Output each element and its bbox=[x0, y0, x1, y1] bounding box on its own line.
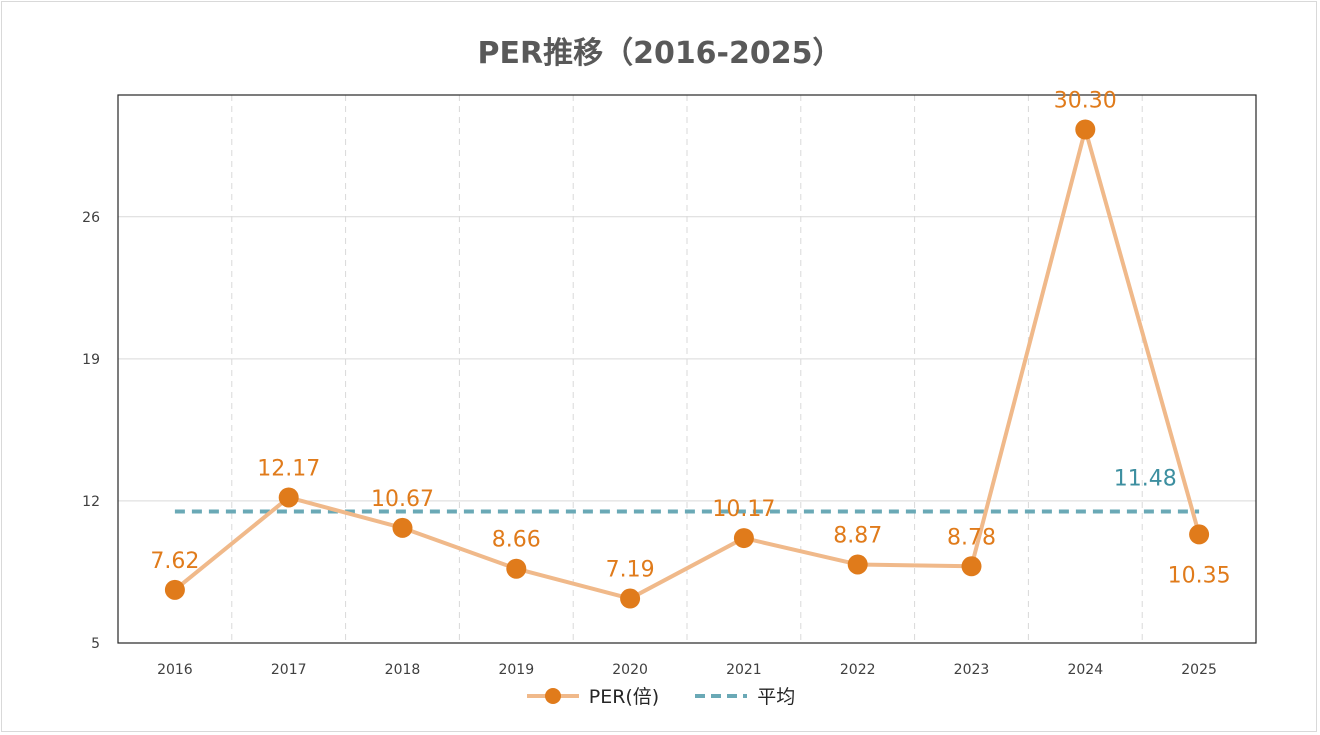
y-tick-label: 19 bbox=[82, 352, 100, 368]
legend-line-marker-icon bbox=[526, 687, 579, 704]
y-tick-label: 12 bbox=[82, 494, 100, 510]
per-point-2024 bbox=[1075, 119, 1096, 140]
data-label-2016: 7.62 bbox=[150, 549, 199, 574]
x-tick-label: 2025 bbox=[1181, 662, 1217, 678]
x-tick-label: 2020 bbox=[612, 662, 648, 678]
data-label-2025: 10.35 bbox=[1168, 563, 1231, 588]
legend-item-per[interactable]: PER(倍) bbox=[525, 682, 660, 709]
x-tick-labels: 2016 2017 2018 2019 2020 2021 2022 2023 2024 2025 bbox=[157, 662, 1217, 678]
per-series bbox=[164, 119, 1210, 609]
x-tick-label: 2024 bbox=[1067, 662, 1103, 678]
legend: PER(倍) 平均 bbox=[0, 682, 1320, 709]
per-point-2022 bbox=[847, 554, 868, 575]
plot-area-border bbox=[117, 94, 1257, 644]
x-tick-label: 2018 bbox=[385, 662, 421, 678]
data-label-2022: 8.87 bbox=[833, 523, 882, 548]
data-label-2021: 10.17 bbox=[712, 497, 775, 522]
data-label-2017: 12.17 bbox=[257, 456, 320, 481]
per-point-2018 bbox=[392, 517, 413, 538]
x-tick-label: 2017 bbox=[271, 662, 307, 678]
per-point-2017 bbox=[278, 487, 299, 508]
y-tick-label: 26 bbox=[82, 210, 100, 226]
data-labels: 7.62 12.17 10.67 8.66 7.19 10.17 8.87 8.78 30.30… bbox=[150, 89, 1230, 589]
legend-label-per: PER(倍) bbox=[588, 686, 660, 708]
line-chart: 5 12 19 26 2016 2017 2018 2019 2020 2021 2022 2023… bbox=[82, 89, 1257, 678]
legend-item-average[interactable]: 平均 bbox=[693, 682, 795, 709]
data-label-2024: 30.30 bbox=[1054, 89, 1117, 114]
x-tick-label: 2019 bbox=[498, 662, 534, 678]
x-tick-label: 2016 bbox=[157, 662, 193, 678]
per-point-2019 bbox=[506, 558, 527, 579]
y-tick-label: 5 bbox=[91, 636, 100, 652]
per-point-2020 bbox=[620, 588, 641, 609]
data-label-2023: 8.78 bbox=[947, 525, 996, 550]
per-line bbox=[173, 127, 1202, 601]
data-label-2018: 10.67 bbox=[371, 487, 434, 512]
per-point-2021 bbox=[733, 528, 754, 549]
x-tick-label: 2021 bbox=[726, 662, 762, 678]
data-label-2020: 7.19 bbox=[606, 558, 655, 583]
legend-label-average: 平均 bbox=[757, 686, 796, 708]
legend-dashed-line-icon bbox=[695, 693, 748, 698]
grid-lines bbox=[118, 95, 1256, 643]
per-point-2016 bbox=[164, 579, 185, 600]
x-tick-label: 2022 bbox=[840, 662, 876, 678]
per-point-2025 bbox=[1189, 524, 1210, 545]
data-label-2019: 8.66 bbox=[492, 528, 541, 553]
axes bbox=[117, 94, 1257, 644]
x-tick-label: 2023 bbox=[954, 662, 990, 678]
average-value-label: 11.48 bbox=[1114, 466, 1177, 491]
chart-title: PER推移（2016-2025） bbox=[477, 36, 843, 71]
per-point-2023 bbox=[961, 556, 982, 577]
y-tick-labels: 5 12 19 26 bbox=[82, 210, 100, 652]
